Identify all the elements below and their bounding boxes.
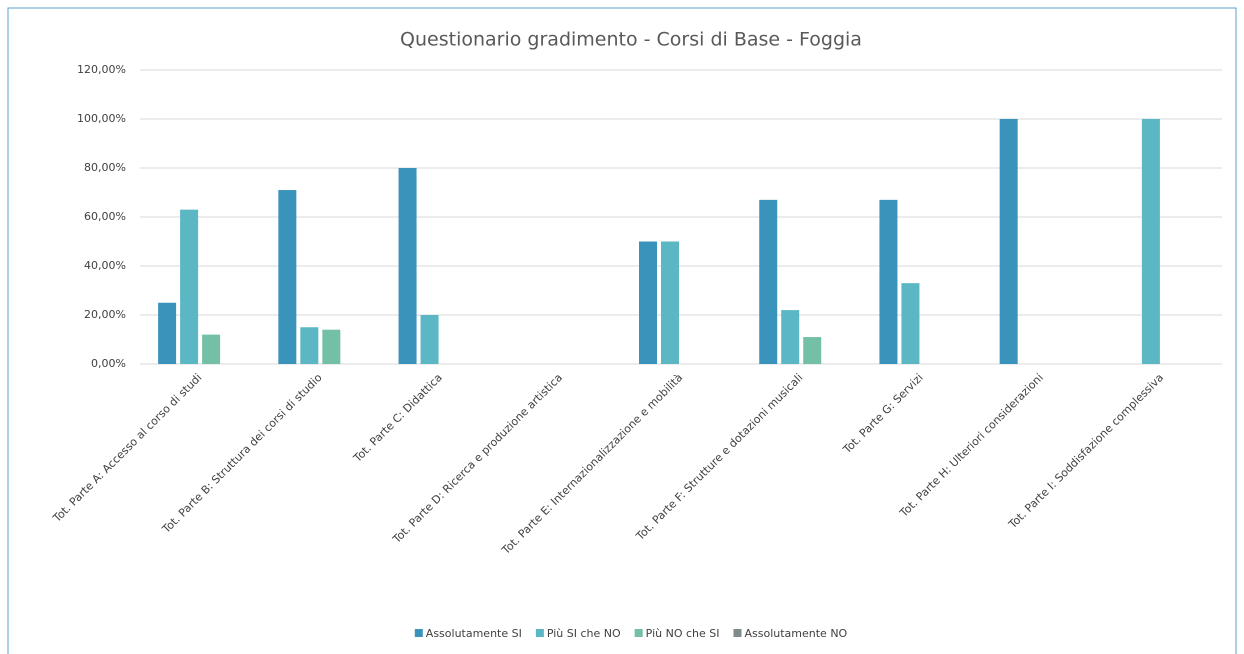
chart-frame [7,7,1237,654]
y-tick-label: 80,00% [84,161,126,174]
bar [1141,119,1160,364]
y-tick-label: 120,00% [77,63,126,76]
bar [999,119,1018,364]
bar [639,241,657,364]
bar [901,283,920,364]
y-tick-label: 0,00% [91,357,126,370]
legend-swatch [733,629,742,637]
bar [803,337,822,364]
bar [420,315,439,364]
legend-swatch [634,629,643,637]
bar [278,190,297,364]
legend-swatch [535,629,544,637]
bar [781,310,800,364]
y-tick-label: 100,00% [77,112,126,125]
legend-label: Assolutamente NO [744,627,847,640]
bar [322,329,341,364]
bar [879,199,898,364]
chart-title: Questionario gradimento - Corsi di Base … [400,29,862,51]
legend-swatch [414,629,423,637]
legend-label: Più NO che SI [646,627,720,640]
bar [300,327,319,364]
bar [158,302,177,364]
bar [398,168,417,364]
bar [759,199,778,364]
legend-label: Più SI che NO [547,627,621,640]
bar [202,334,221,364]
y-tick-label: 40,00% [84,259,126,272]
bar [661,241,679,364]
y-tick-label: 20,00% [84,308,126,321]
y-tick-label: 60,00% [84,210,126,223]
bar [180,209,199,364]
legend-label: Assolutamente SI [426,627,522,640]
